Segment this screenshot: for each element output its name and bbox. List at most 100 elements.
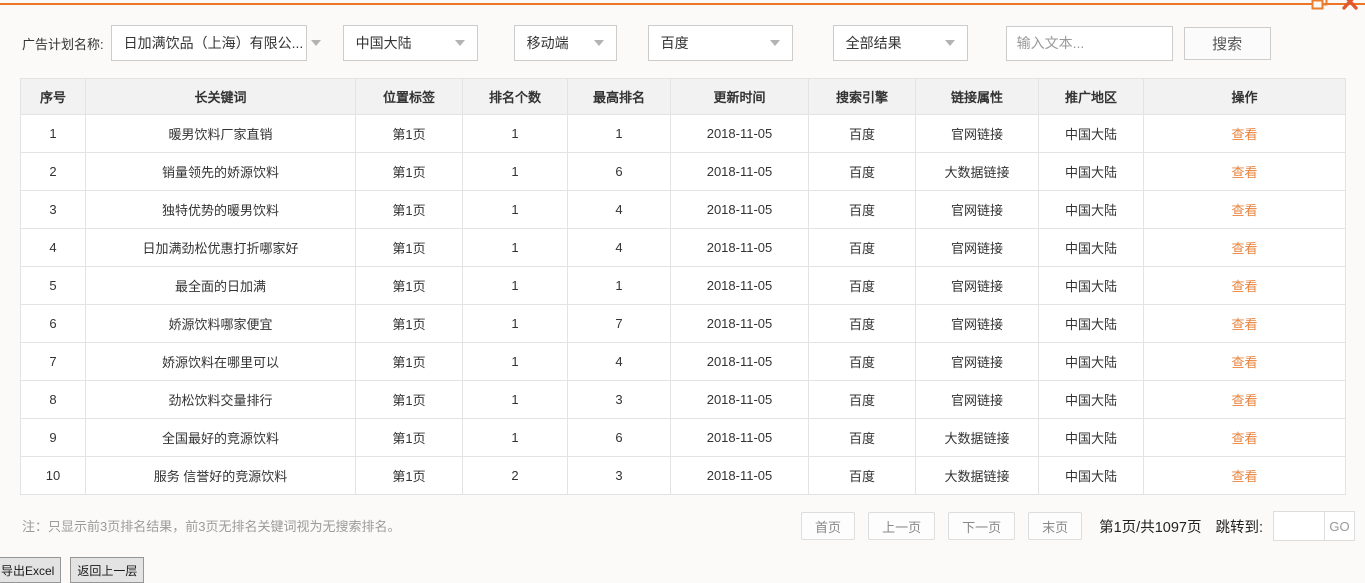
region-dropdown-value: 中国大陆 [355, 35, 412, 51]
view-link[interactable]: 查看 [1231, 393, 1258, 408]
cell-best-rank: 6 [567, 152, 671, 191]
cell-region: 中国大陆 [1038, 418, 1144, 457]
cell-best-rank: 3 [567, 380, 671, 419]
column-header-best-rank: 最高排名 [567, 78, 671, 115]
cell-action: 查看 [1143, 114, 1346, 153]
cell-rank-count: 1 [462, 266, 568, 305]
view-link[interactable]: 查看 [1231, 203, 1258, 218]
cell-page-tag: 第1页 [355, 342, 463, 381]
first-page-button[interactable]: 首页 [801, 512, 856, 540]
cell-rank-count: 1 [462, 418, 568, 457]
keyword-rank-table: 序号 长关键词 位置标签 排名个数 最高排名 更新时间 搜索引擎 链接属性 推广… [20, 78, 1346, 495]
plan-dropdown[interactable]: 日加满饮品（上海）有限公... [110, 25, 322, 61]
go-button[interactable]: GO [1324, 512, 1354, 540]
next-page-button[interactable]: 下一页 [948, 512, 1016, 540]
table-row: 9 全国最好的竞源饮料 第1页 1 6 2018-11-05 百度 大数据链接 … [20, 418, 1346, 457]
table-row: 3 独特优势的暖男饮料 第1页 1 4 2018-11-05 百度 官网链接 中… [20, 190, 1346, 229]
cell-rank-count: 1 [462, 152, 568, 191]
cell-page-tag: 第1页 [355, 266, 463, 305]
cell-search-engine: 百度 [808, 114, 916, 153]
view-link[interactable]: 查看 [1231, 165, 1258, 180]
view-link[interactable]: 查看 [1231, 431, 1258, 446]
cell-index: 5 [20, 266, 86, 305]
chevron-down-icon [593, 40, 604, 46]
export-excel-button[interactable]: 导出Excel [0, 557, 62, 583]
window-accent-line [0, 3, 1365, 5]
cell-region: 中国大陆 [1038, 342, 1144, 381]
column-header-keyword: 长关键词 [85, 78, 356, 115]
last-page-button[interactable]: 末页 [1028, 512, 1083, 540]
view-link[interactable]: 查看 [1231, 127, 1258, 142]
search-button[interactable]: 搜索 [1183, 26, 1271, 60]
cell-region: 中国大陆 [1038, 380, 1144, 419]
cell-index: 1 [20, 114, 86, 153]
cell-keyword: 劲松饮料交量排行 [85, 380, 356, 419]
result-type-dropdown-value: 全部结果 [845, 35, 902, 51]
cell-search-engine: 百度 [808, 456, 916, 495]
table-header-row: 序号 长关键词 位置标签 排名个数 最高排名 更新时间 搜索引擎 链接属性 推广… [20, 78, 1346, 115]
prev-page-button[interactable]: 上一页 [868, 512, 936, 540]
cell-region: 中国大陆 [1038, 266, 1144, 305]
view-link[interactable]: 查看 [1231, 317, 1258, 332]
cell-update-time: 2018-11-05 [670, 304, 809, 343]
jump-page-input[interactable] [1274, 512, 1324, 540]
back-button[interactable]: 返回上一层 [70, 557, 145, 583]
cell-search-engine: 百度 [808, 380, 916, 419]
cell-search-engine: 百度 [808, 418, 916, 457]
cell-search-engine: 百度 [808, 342, 916, 381]
close-window-icon[interactable] [1341, 0, 1359, 10]
cell-index: 6 [20, 304, 86, 343]
cell-best-rank: 6 [567, 418, 671, 457]
view-link[interactable]: 查看 [1231, 355, 1258, 370]
cell-action: 查看 [1143, 342, 1346, 381]
cell-link-attr: 官网链接 [915, 190, 1039, 229]
page-status: 第1页/共1097页 [1099, 519, 1202, 536]
cell-search-engine: 百度 [808, 228, 916, 267]
device-dropdown[interactable]: 移动端 [513, 25, 617, 61]
cell-rank-count: 1 [462, 114, 568, 153]
column-header-action: 操作 [1143, 78, 1346, 115]
cell-update-time: 2018-11-05 [670, 418, 809, 457]
cell-link-attr: 大数据链接 [915, 152, 1039, 191]
cell-action: 查看 [1143, 418, 1346, 457]
cell-action: 查看 [1143, 304, 1346, 343]
view-link[interactable]: 查看 [1231, 279, 1258, 294]
region-dropdown[interactable]: 中国大陆 [342, 25, 478, 61]
cell-best-rank: 4 [567, 342, 671, 381]
cell-update-time: 2018-11-05 [670, 228, 809, 267]
cell-link-attr: 官网链接 [915, 380, 1039, 419]
cell-page-tag: 第1页 [355, 190, 463, 229]
cell-index: 4 [20, 228, 86, 267]
search-engine-dropdown-value: 百度 [660, 35, 689, 51]
keyword-search-input[interactable] [1005, 25, 1173, 61]
cell-update-time: 2018-11-05 [670, 114, 809, 153]
table-row: 10 服务 信誉好的竞源饮料 第1页 2 3 2018-11-05 百度 大数据… [20, 456, 1346, 495]
cell-keyword: 独特优势的暖男饮料 [85, 190, 356, 229]
cell-update-time: 2018-11-05 [670, 456, 809, 495]
column-header-rank-count: 排名个数 [462, 78, 568, 115]
cell-search-engine: 百度 [808, 152, 916, 191]
table-row: 5 最全面的日加满 第1页 1 1 2018-11-05 百度 官网链接 中国大… [20, 266, 1346, 305]
column-header-link-attr: 链接属性 [915, 78, 1039, 115]
table-row: 6 娇源饮料哪家便宜 第1页 1 7 2018-11-05 百度 官网链接 中国… [20, 304, 1346, 343]
cell-link-attr: 官网链接 [915, 304, 1039, 343]
plan-dropdown-value: 日加满饮品（上海）有限公... [123, 35, 304, 51]
view-link[interactable]: 查看 [1231, 469, 1258, 484]
result-type-dropdown[interactable]: 全部结果 [832, 25, 968, 61]
pagination: 首页 上一页 下一页 末页 第1页/共1097页 跳转到: GO [801, 511, 1355, 541]
cell-index: 8 [20, 380, 86, 419]
cell-action: 查看 [1143, 152, 1346, 191]
cell-index: 10 [20, 456, 86, 495]
cell-link-attr: 官网链接 [915, 342, 1039, 381]
cell-update-time: 2018-11-05 [670, 190, 809, 229]
cell-link-attr: 官网链接 [915, 114, 1039, 153]
search-engine-dropdown[interactable]: 百度 [647, 25, 793, 61]
cell-page-tag: 第1页 [355, 418, 463, 457]
restore-window-icon[interactable] [1311, 0, 1328, 10]
table-row: 1 暖男饮料厂家直销 第1页 1 1 2018-11-05 百度 官网链接 中国… [20, 114, 1346, 153]
cell-action: 查看 [1143, 380, 1346, 419]
cell-region: 中国大陆 [1038, 152, 1144, 191]
cell-keyword: 娇源饮料在哪里可以 [85, 342, 356, 381]
view-link[interactable]: 查看 [1231, 241, 1258, 256]
cell-keyword: 娇源饮料哪家便宜 [85, 304, 356, 343]
